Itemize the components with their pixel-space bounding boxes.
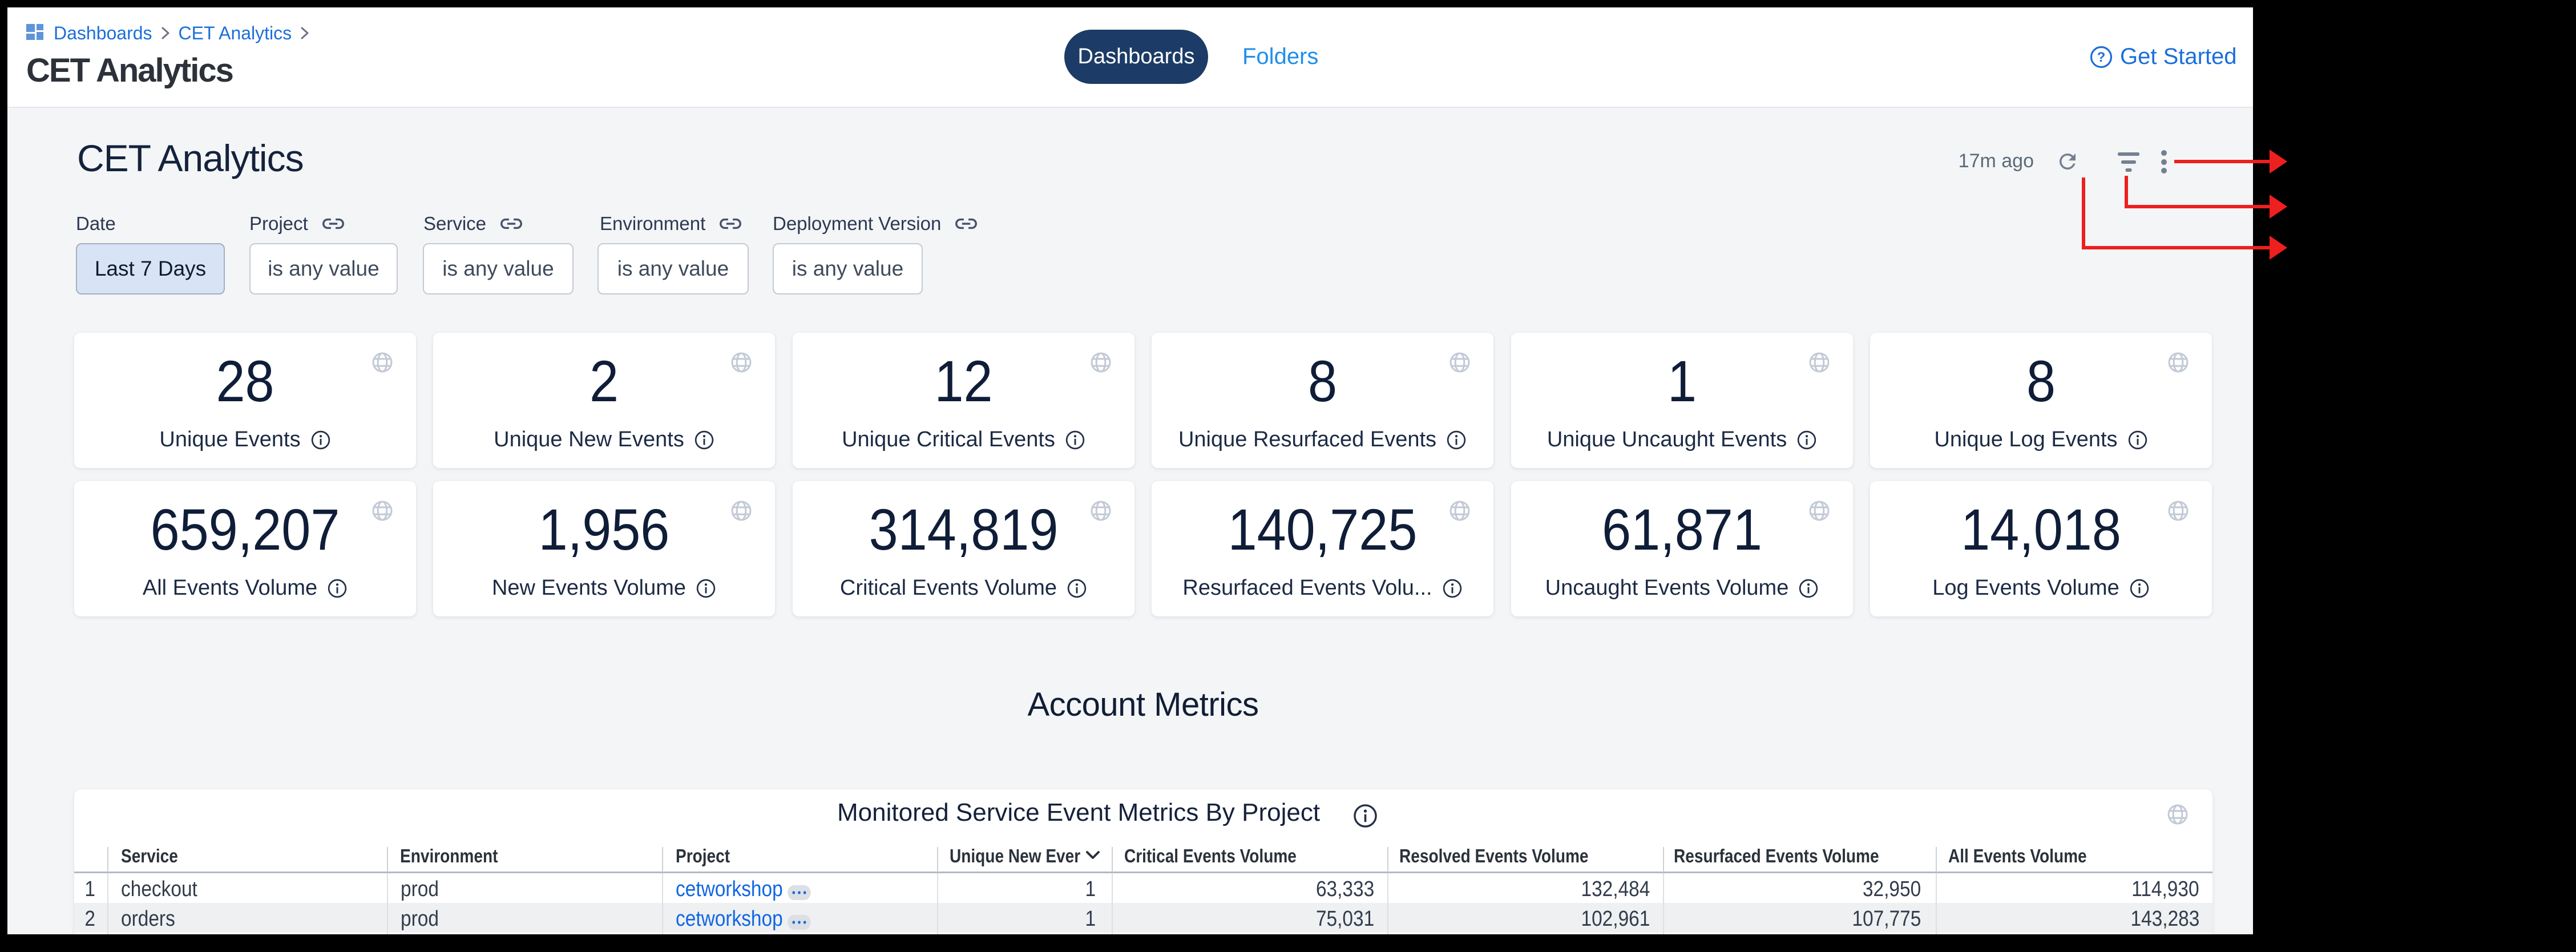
svg-text:?: ? (2097, 50, 2106, 65)
